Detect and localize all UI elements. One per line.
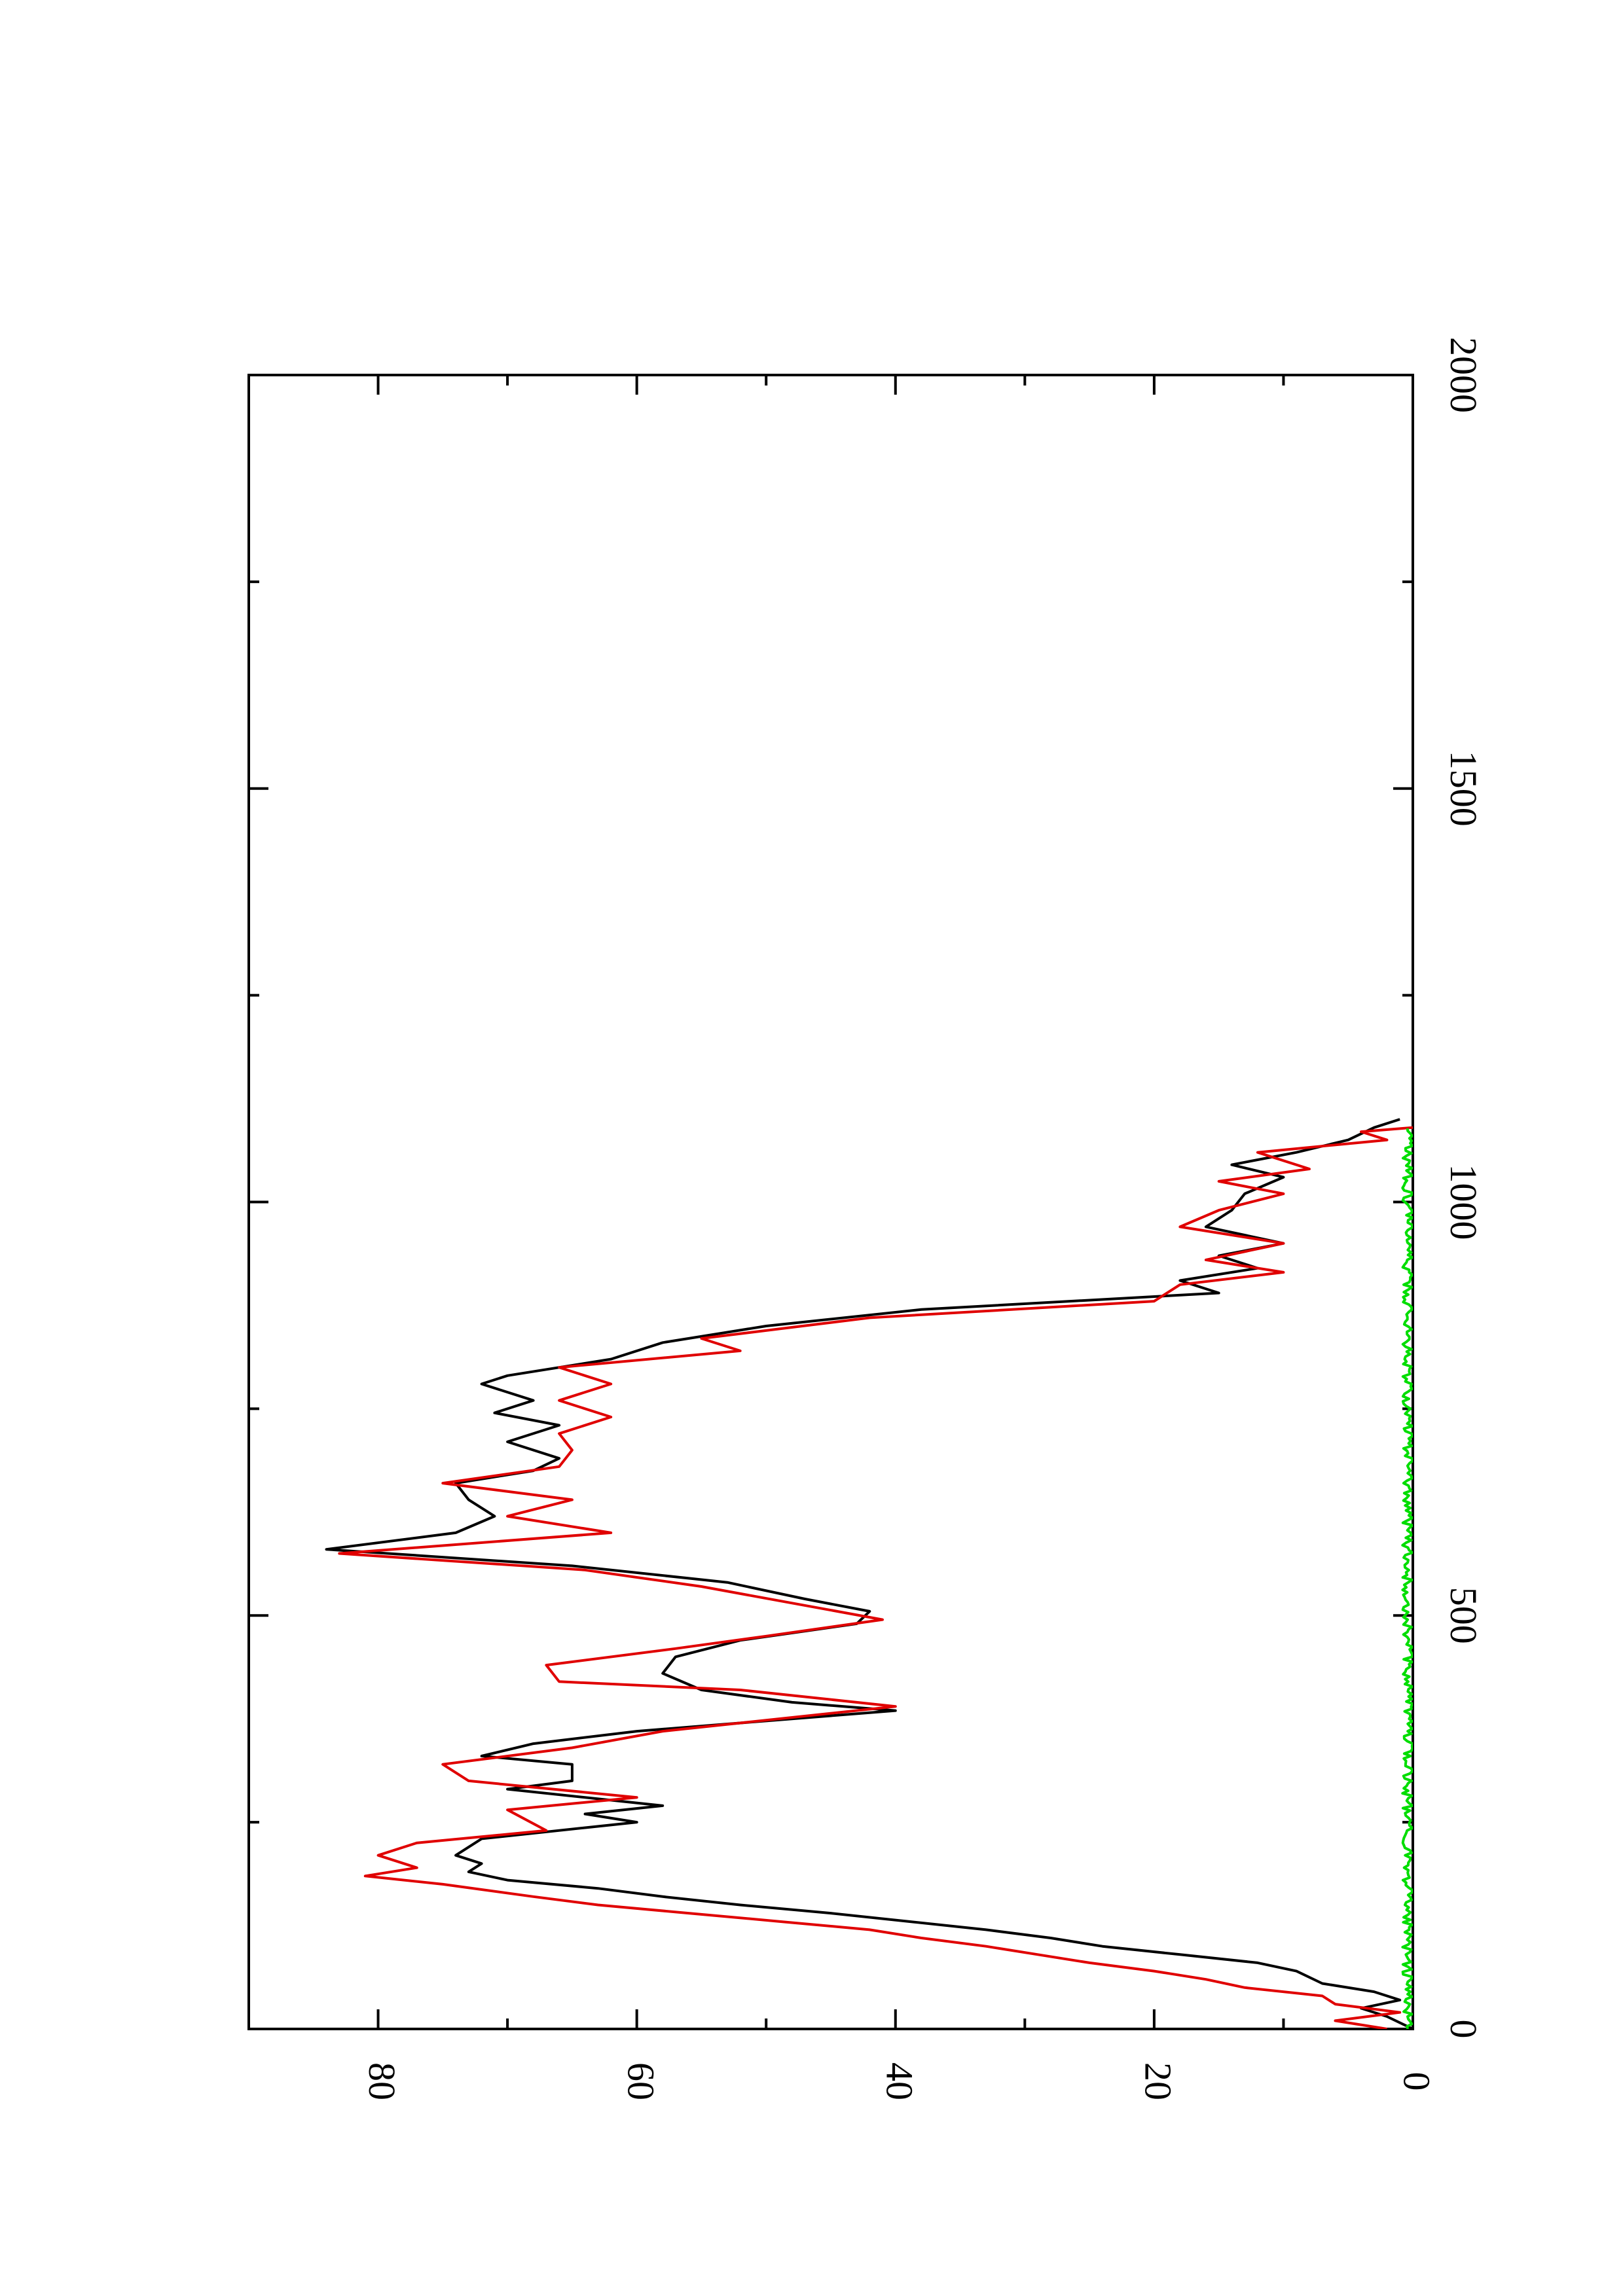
y-tick-label: 40 [878, 2062, 921, 2100]
y-tick-label: 20 [1137, 2062, 1180, 2100]
x-tick-label: 1500 [1442, 751, 1485, 827]
y-tick-label: 60 [619, 2062, 662, 2100]
series-line-3 [1401, 1128, 1413, 2029]
series-layer [325, 1118, 1413, 2029]
x-tick-label: 2000 [1442, 337, 1485, 413]
x-tick-label: 500 [1442, 1587, 1485, 1644]
series-line-2 [338, 1126, 1413, 2029]
y-tick-label: 0 [1396, 2072, 1438, 2091]
series-line-1 [325, 1118, 1413, 2029]
x-tick-label: 0 [1442, 2020, 1485, 2039]
axes [247, 374, 1414, 2030]
x-tick-label: 1000 [1442, 1164, 1485, 1240]
tick-labels: 0 500 1000 1500 2000 0 20 40 60 80 [361, 337, 1485, 2100]
y-tick-label: 80 [361, 2062, 403, 2100]
